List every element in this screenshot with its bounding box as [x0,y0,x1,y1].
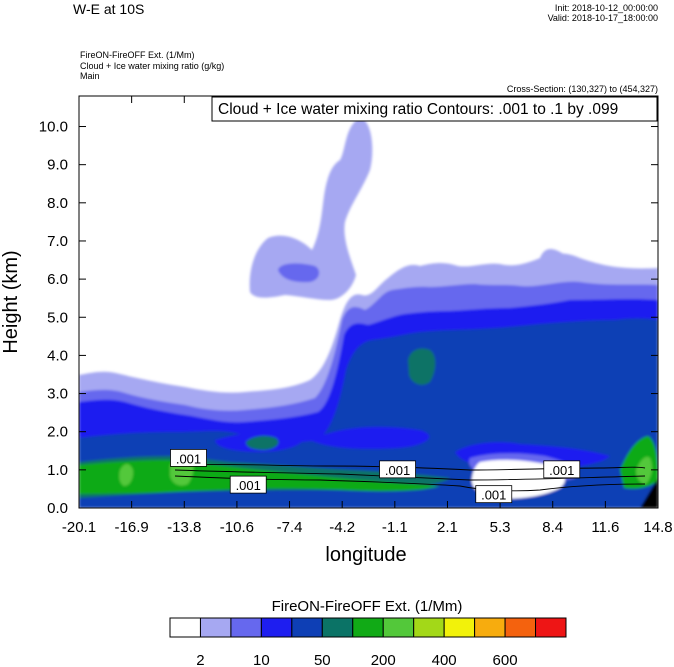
colorbar-swatch [199,617,232,638]
colorbar-swatch [504,617,537,638]
y-tick-label: 10.0 [39,119,68,136]
colorbar-tick-label: 2 [196,652,204,667]
init-time: Init: 2018-10-12_00:00:00 [554,3,658,13]
colorbar-tick-label: 400 [432,652,457,667]
field-level-light-blue-upper [249,118,373,300]
colorbar-swatch [321,617,354,638]
y-axis-label: Height (km) [0,250,22,353]
contour-label: .001 [481,488,506,503]
colorbar-swatch [474,617,506,638]
x-tick-label: 11.6 [591,519,619,536]
y-tick-label: 5.0 [47,309,68,326]
contour-label-box [379,460,416,479]
colorbar-swatch [443,617,476,638]
colorbar-tick-label: 50 [314,652,331,667]
contour-label-box [543,460,581,479]
contour-label: .001 [176,451,201,466]
contour-label-box [229,475,267,494]
plot-frame [78,95,659,509]
x-tick-label: 14.8 [643,519,672,536]
x-tick-label: 8.4 [542,519,563,536]
valid-time: Valid: 2018-10-17_18:00:00 [547,13,658,23]
field-label-3: Main [80,71,100,81]
field-level-dark-blue-low [79,487,470,508]
colorbar: 2 10 50 200 400 600 [169,617,567,667]
field-level-medium-blue-patch [278,263,320,283]
x-tick-label: 2.1 [437,519,458,536]
field-level-light-green-blob-2 [119,464,134,486]
x-tick-label: -7.4 [277,519,303,536]
x-tick-label: -1.1 [382,519,408,536]
y-tick-label: 8.0 [47,195,68,212]
field-level-blue-hole-2 [310,426,430,450]
contour-label: .001 [549,463,574,478]
contour-annotation-frame [211,96,658,122]
field-label-2: Cloud + Ice water mixing ratio (g/kg) [80,61,225,71]
colorbar-tick-label: 600 [493,652,518,667]
x-tick-label: 5.3 [490,519,511,536]
field-label-1: FireON-FireOFF Ext. (1/Mm) [80,50,195,60]
colorbar-title: FireON-FireOFF Ext. (1/Mm) [272,598,463,615]
y-tick-label: 2.0 [47,424,68,441]
y-tick-label: 6.0 [47,271,68,288]
plot-title: W-E at 10S [73,1,145,17]
colorbar-swatch [291,617,323,638]
y-tick-label: 0.0 [47,500,68,517]
colorbar-swatch [382,617,415,638]
field-level-light-green-right [636,456,653,484]
field-level-light-blue-cap [540,249,565,262]
contour-labels: .001 .001 .001 .001 .001 [170,449,581,504]
contour-label-box [475,485,513,504]
contour-annotation-box: Cloud + Ice water mixing ratio Contours:… [211,96,658,122]
cross-section-label: Cross-Section: (130,327) to (454,327) [506,84,658,94]
contour-line-upper [174,463,646,471]
contour-annotation-text: Cloud + Ice water mixing ratio Contours:… [218,101,618,118]
colorbar-swatch [260,617,293,638]
x-tick-label: -16.9 [115,519,149,536]
x-tick-label: -13.8 [167,519,201,536]
colorbar-tick-label: 200 [371,652,396,667]
contour-label-box [170,449,207,467]
filled-contours [79,96,658,508]
colorbar-tick-label: 10 [253,652,270,667]
y-tick-label: 7.0 [47,233,68,250]
x-tick-label: -10.6 [220,519,254,536]
field-level-teal-blob-1 [408,348,436,385]
colorbar-swatch [169,617,201,638]
y-tick-label: 3.0 [47,386,68,403]
x-axis-label: longitude [325,544,406,566]
field-level-teal-blob-2 [246,435,279,450]
x-tick-label: -4.2 [329,519,355,536]
colorbar-swatch [535,617,567,638]
colorbar-swatch [413,617,445,638]
y-tick-label: 4.0 [47,347,68,364]
y-axis: 0.0 1.0 2.0 3.0 4.0 5.0 6.0 7.0 8.0 9.0 10.0 [39,119,658,517]
x-axis: -20.1 -16.9 -13.8 -10.6 -7.4 -4.2 -1.1 2.1 5.3 8.… [62,96,673,536]
y-tick-label: 9.0 [47,157,68,174]
colorbar-swatch [230,617,262,638]
field-level-black-corner [640,478,658,508]
x-tick-label: -20.1 [62,519,96,536]
colorbar-swatch [352,617,384,638]
contour-label: .001 [385,463,410,478]
y-tick-label: 1.0 [47,462,68,479]
contour-label: .001 [236,478,261,493]
